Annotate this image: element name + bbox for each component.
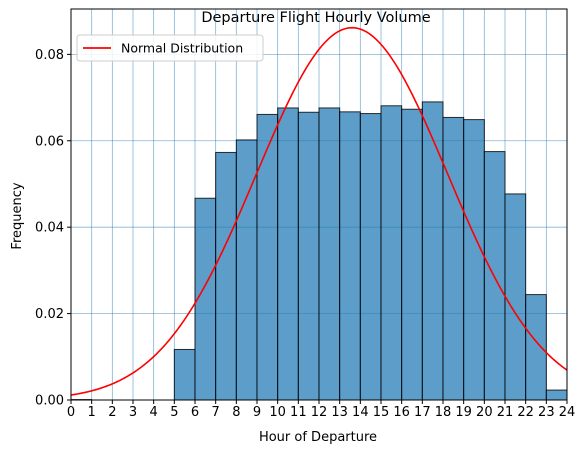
chart-title: Departure Flight Hourly Volume — [201, 10, 430, 26]
x-tick-label: 19 — [455, 405, 472, 420]
y-tick-label: 0.00 — [35, 394, 64, 409]
x-tick-label: 18 — [435, 405, 452, 420]
y-tick-label: 0.08 — [35, 48, 64, 63]
histogram-bar — [297, 111, 320, 401]
y-tick-label: 0.02 — [35, 307, 64, 322]
x-tick-label: 7 — [212, 405, 220, 420]
histogram-bar — [215, 151, 237, 401]
histogram-bar — [277, 107, 299, 401]
histogram-bar — [318, 107, 341, 401]
normal-distribution-line — [70, 26, 568, 396]
x-tick-label: 23 — [538, 405, 555, 420]
histogram-bar — [421, 101, 444, 401]
histogram-bar — [173, 348, 196, 401]
y-tick-label: 0.04 — [35, 221, 64, 236]
histogram-bar — [380, 105, 403, 401]
x-tick-label: 20 — [476, 405, 493, 420]
x-tick-label: 3 — [129, 405, 137, 420]
histogram-bar — [504, 193, 527, 401]
x-axis-ticks: 0 1 2 3 4 5 6 7 8 9 10 11 12 13 14 15 16 17 18 19 20 21 22 23 24 — [67, 400, 575, 420]
histogram-bar — [463, 119, 485, 401]
x-tick-label: 22 — [517, 405, 534, 420]
histogram-bar — [545, 389, 568, 401]
x-tick-label: 17 — [414, 405, 431, 420]
x-tick-label: 21 — [497, 405, 514, 420]
x-tick-label: 9 — [253, 405, 261, 420]
histogram-bars — [70, 101, 568, 401]
normal-curve-layer — [70, 26, 568, 396]
legend: Normal Distribution — [76, 34, 264, 62]
histogram-bar — [525, 294, 547, 401]
x-tick-label: 14 — [352, 405, 369, 420]
legend-label: Normal Distribution — [121, 41, 243, 56]
x-axis-label: Hour of Departure — [259, 430, 377, 445]
x-tick-label: 1 — [88, 405, 96, 420]
x-tick-label: 15 — [373, 405, 390, 420]
y-axis-label: Frequency — [10, 182, 25, 249]
histogram-bar — [359, 113, 382, 401]
histogram-bar — [339, 111, 361, 401]
x-tick-label: 24 — [559, 405, 576, 420]
x-tick-label: 4 — [150, 405, 158, 420]
x-tick-label: 6 — [191, 405, 199, 420]
x-tick-label: 0 — [67, 405, 75, 420]
x-tick-label: 8 — [232, 405, 240, 420]
x-tick-label: 10 — [269, 405, 286, 420]
x-tick-label: 2 — [108, 405, 116, 420]
x-tick-label: 11 — [290, 405, 307, 420]
legend-box — [76, 34, 264, 62]
histogram-bar — [401, 108, 423, 401]
histogram-bar — [442, 116, 465, 401]
y-tick-label: 0.06 — [35, 134, 64, 149]
x-tick-label: 5 — [170, 405, 178, 420]
histogram-bar — [256, 113, 279, 401]
y-axis-ticks: 0.00 0.02 0.04 0.06 0.08 — [35, 48, 71, 409]
x-tick-label: 13 — [331, 405, 348, 420]
x-tick-label: 12 — [311, 405, 328, 420]
x-tick-label: 16 — [393, 405, 410, 420]
